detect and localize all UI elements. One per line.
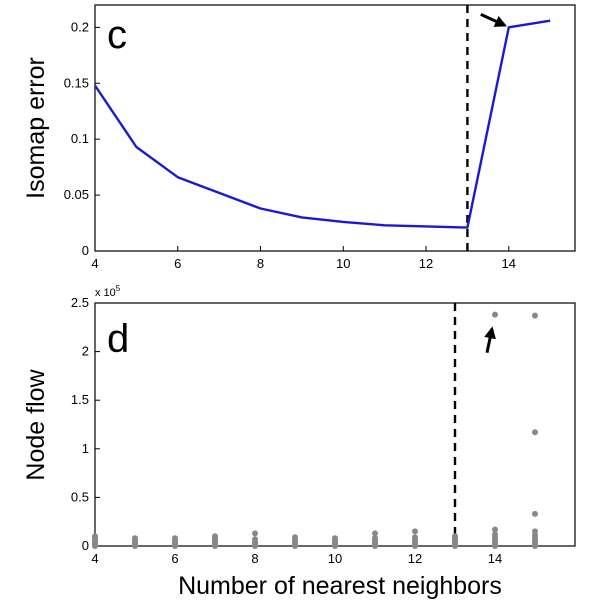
data-point (252, 536, 258, 543)
x-tick-label: 8 (251, 551, 258, 566)
panel-c-isomap-error-chart: c Isomap error 0 0.05 0.1 0.15 0.2 4 6 8 10 12 14 (22, 4, 576, 271)
data-point (492, 311, 498, 318)
data-point (332, 535, 338, 542)
data-point (92, 533, 98, 540)
data-point (492, 526, 498, 533)
x-tick-label: 8 (257, 256, 264, 271)
y-ticks: 0 0.5 1 1.5 2 2.5 (71, 295, 100, 553)
data-point (412, 528, 418, 535)
x-tick-label: 4 (91, 256, 98, 271)
data-point (412, 534, 418, 541)
y-tick-label: 1.5 (71, 392, 89, 407)
y-scale-multiplier: x 105 (95, 284, 121, 299)
data-point (172, 535, 178, 542)
y-tick-label: 0 (82, 243, 89, 258)
y-tick-label: 2.5 (71, 295, 89, 310)
y-scale-exponent: 5 (116, 284, 121, 293)
y-tick-label: 0 (82, 538, 89, 553)
y-axis-label: Isomap error (22, 57, 50, 199)
data-point (252, 530, 258, 537)
x-tick-label: 14 (502, 256, 516, 271)
plot-frame (94, 4, 576, 252)
node-flow-points (92, 311, 538, 549)
x-tick-label: 14 (488, 551, 502, 566)
data-point (292, 534, 298, 541)
y-ticks: 0 0.05 0.1 0.15 0.2 (64, 19, 100, 258)
x-tick-label: 10 (336, 256, 350, 271)
y-tick-label: 1 (82, 441, 89, 456)
data-point (532, 312, 538, 319)
data-point (372, 535, 378, 542)
y-tick-label: 2 (82, 344, 89, 359)
y-axis-label: Node flow (22, 368, 50, 480)
x-tick-label: 12 (419, 256, 433, 271)
y-tick-label: 0.05 (64, 187, 89, 202)
arrow-indicator (480, 13, 507, 27)
data-point (532, 429, 538, 436)
data-point (372, 530, 378, 537)
x-ticks: 4 6 8 10 12 14 (91, 246, 516, 271)
isomap-error-line (94, 19, 551, 229)
data-point (532, 528, 538, 535)
y-tick-label: 0.5 (71, 489, 89, 504)
x-tick-label: 12 (408, 551, 422, 566)
x-tick-label: 6 (174, 256, 181, 271)
arrow-indicator (484, 326, 496, 353)
x-tick-label: 4 (91, 551, 98, 566)
plot-frame (94, 302, 576, 547)
x-ticks: 4 6 8 10 12 14 (91, 541, 502, 566)
panel-d-node-flow-chart: d x 105 Node flow Number of nearest neig… (22, 284, 576, 600)
x-tick-label: 6 (171, 551, 178, 566)
y-tick-label: 0.2 (71, 19, 89, 34)
data-point (532, 510, 538, 517)
data-point (212, 533, 218, 540)
data-point (452, 533, 458, 540)
x-tick-label: 10 (328, 551, 342, 566)
data-point (132, 535, 138, 542)
x-axis-label: Number of nearest neighbors (178, 572, 502, 600)
panel-label: c (107, 13, 127, 57)
y-tick-label: 0.15 (64, 75, 89, 90)
y-tick-label: 0.1 (71, 131, 89, 146)
data-point (492, 531, 498, 538)
panel-label: d (107, 317, 129, 361)
